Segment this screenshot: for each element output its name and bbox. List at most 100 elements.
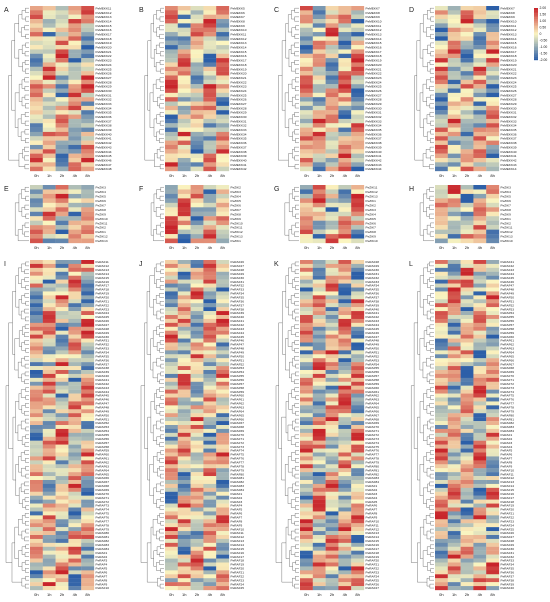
heatmap-cell	[216, 260, 230, 265]
heatmap-cell	[190, 515, 204, 520]
heatmap-cell	[312, 326, 326, 331]
heatmap-cell	[435, 307, 448, 312]
heatmap-cell	[68, 140, 82, 146]
heatmap-cell	[338, 507, 352, 512]
heatmap-cell	[473, 495, 487, 500]
heatmap-cell	[351, 550, 365, 555]
heatmap-cell	[165, 105, 178, 111]
heatmap-cell	[312, 452, 326, 457]
heatmap-cell	[177, 499, 191, 504]
heatmap-cell	[435, 487, 448, 492]
column-label: 8h	[490, 173, 494, 178]
heatmap-cell	[190, 409, 204, 414]
row-label: PeMEKK40	[501, 150, 517, 154]
heatmap-cell	[216, 110, 230, 115]
row-label: PeRAF69	[96, 488, 110, 492]
heatmap-cell	[486, 542, 500, 547]
heatmap-cell	[486, 519, 500, 524]
heatmap-cell	[203, 10, 217, 15]
heatmap-cell	[447, 275, 461, 280]
heatmap-cell	[338, 511, 352, 516]
row-label: PeMEKK28	[366, 98, 382, 102]
row-label: PeRAF66	[231, 417, 245, 421]
heatmap-cell	[312, 105, 326, 111]
heatmap-cell	[165, 315, 178, 320]
heatmap-cell	[165, 162, 178, 167]
heatmap-cell	[42, 507, 56, 512]
heatmap-cell	[435, 66, 448, 72]
heatmap-cell	[473, 10, 487, 15]
row-label: PeRAF68	[96, 484, 110, 488]
row-label: PeRAF37	[96, 362, 110, 366]
heatmap-cell	[30, 157, 43, 163]
heatmap-cell	[447, 260, 461, 265]
heatmap-cell	[216, 409, 230, 414]
heatmap-cell	[325, 238, 339, 244]
row-label: PeMEKK45	[96, 154, 112, 158]
heatmap-cell	[81, 97, 95, 102]
heatmap-cell	[177, 570, 191, 575]
heatmap-cell	[338, 114, 352, 120]
heatmap-cell	[447, 105, 461, 111]
heatmap-cell	[435, 444, 448, 449]
heatmap-cell	[447, 299, 461, 304]
heatmap-cell	[30, 515, 43, 520]
panel-label-i: I	[4, 261, 6, 268]
heatmap-cell	[30, 27, 43, 33]
heatmap-cell	[300, 413, 313, 418]
heatmap-cell	[473, 105, 487, 111]
heatmap-cell	[30, 110, 43, 115]
heatmap-cell	[460, 448, 474, 453]
heatmap-cell	[338, 45, 352, 50]
heatmap-cell	[486, 480, 500, 485]
heatmap-cell	[190, 75, 204, 80]
heatmap-cell	[338, 162, 352, 167]
heatmap-cell	[177, 527, 191, 532]
row-label: PeRAF22	[366, 567, 380, 571]
heatmap-cell	[312, 58, 326, 63]
heatmap-cell	[30, 476, 43, 481]
heatmap-cell	[203, 432, 217, 437]
row-label: PeRAF64	[501, 351, 515, 355]
heatmap-cell	[42, 432, 56, 437]
heatmap-cell	[435, 354, 448, 359]
heatmap-cell	[216, 193, 230, 199]
heatmap-cell	[30, 123, 43, 128]
heatmap-cell	[55, 234, 69, 239]
heatmap-cell	[42, 207, 56, 212]
heatmap-cell	[177, 338, 191, 343]
heatmap-cell	[351, 189, 365, 195]
row-label: PeRAF9	[366, 516, 378, 520]
heatmap-cell	[42, 53, 56, 59]
heatmap-cell	[203, 153, 217, 159]
row-label: PeZIK6	[96, 199, 107, 203]
heatmap-cell	[435, 49, 448, 54]
heatmap-cell	[190, 385, 204, 390]
heatmap-cell	[312, 483, 326, 489]
heatmap-cell	[42, 393, 56, 398]
heatmap-cell	[165, 354, 178, 359]
heatmap-cell	[325, 123, 339, 128]
heatmap-cell	[312, 350, 326, 355]
row-label: PeRAF42	[366, 315, 380, 319]
heatmap-cell	[190, 503, 204, 508]
row-label: PeRAF72	[366, 433, 380, 437]
heatmap-cell	[473, 263, 487, 269]
scale-swatch	[534, 52, 538, 54]
heatmap-cell	[447, 23, 461, 28]
heatmap-cell	[460, 480, 474, 485]
column-label: 4h	[73, 592, 77, 597]
row-label: PeRAF49	[501, 292, 515, 296]
row-label: PeRAF31	[231, 280, 245, 284]
heatmap-cell	[177, 234, 191, 239]
heatmap-cell	[68, 144, 82, 150]
heatmap-cell	[190, 157, 204, 163]
heatmap-cell	[312, 562, 326, 567]
row-label: PeZIK2	[501, 221, 512, 225]
heatmap-cell	[81, 27, 95, 33]
row-label: PeMEKK24	[231, 89, 247, 93]
heatmap-cell	[165, 322, 178, 327]
heatmap-cell	[30, 193, 43, 199]
heatmap-cell	[325, 105, 339, 111]
heatmap-cell	[338, 105, 352, 111]
